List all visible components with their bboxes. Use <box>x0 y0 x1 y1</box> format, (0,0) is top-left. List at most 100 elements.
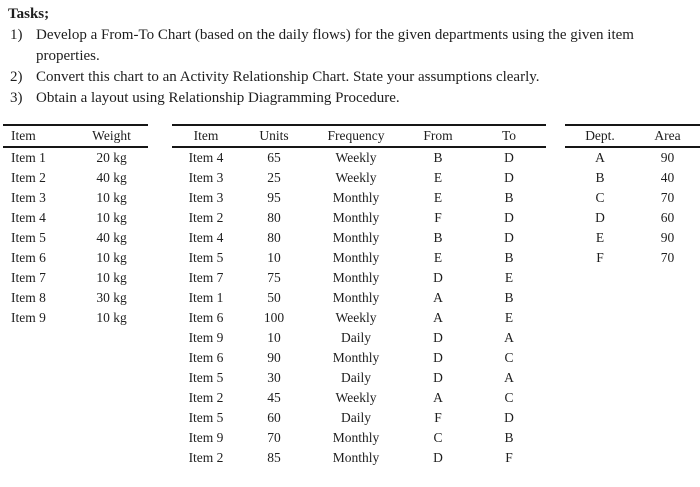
table-cell: Item 5 <box>188 410 224 425</box>
table-row: Item 4 80 Monthly B D <box>172 228 546 248</box>
dept-table-header: Dept. Area <box>565 125 700 148</box>
table-cell: Item 2 <box>188 210 224 225</box>
table-row: Item 2 45 Weekly A C <box>172 388 546 408</box>
column-header: Area <box>635 125 700 148</box>
table-cell: E <box>504 270 514 285</box>
table-cell: 80 <box>267 210 281 225</box>
table-cell: 80 <box>267 230 281 245</box>
table-cell: 10 kg <box>96 210 127 225</box>
table-row: Item 2 80 Monthly F D <box>172 208 546 228</box>
table-cell: D <box>504 410 514 425</box>
table-row: Item 1 20 kg <box>3 147 148 168</box>
table-cell: Item 3 <box>11 190 46 205</box>
table-row: Item 5 30 Daily D A <box>172 368 546 388</box>
flows-table: Item Units Frequency From To Item 4 65 Wee… <box>172 124 546 468</box>
table-cell: Monthly <box>332 190 380 205</box>
table-row: Item 6 100 Weekly A E <box>172 308 546 328</box>
header-row: Item Units Frequency From To <box>172 125 546 148</box>
table-cell: B <box>433 150 443 165</box>
table-cell: A <box>595 150 605 165</box>
table-cell: D <box>504 230 514 245</box>
table-cell: 40 kg <box>96 170 127 185</box>
table-cell: Item 4 <box>188 230 224 245</box>
weight-table-body: Item 1 20 kg Item 2 40 kg Item 3 10 kg Item 4 1… <box>3 147 148 328</box>
table-cell: 75 <box>267 270 281 285</box>
table-cell: E <box>595 230 605 245</box>
task-text: Obtain a layout using Relationship Diagr… <box>36 90 400 106</box>
table-cell: Item 7 <box>11 270 46 285</box>
table-cell: 65 <box>267 150 281 165</box>
table-row: Item 6 90 Monthly D C <box>172 348 546 368</box>
table-cell: Item 8 <box>11 290 46 305</box>
table-cell: Item 2 <box>11 170 46 185</box>
table-cell: 10 kg <box>96 270 127 285</box>
table-cell: 90 <box>267 350 281 365</box>
table-cell: D <box>504 170 514 185</box>
table-cell: D <box>595 210 605 225</box>
table-cell: A <box>504 370 514 385</box>
table-cell: Item 1 <box>188 290 224 305</box>
task-item-2: 2) Convert this chart to an Activity Rel… <box>8 67 692 88</box>
header-row: Dept. Area <box>565 125 700 148</box>
table-cell: Monthly <box>332 450 380 465</box>
table-cell: E <box>433 170 443 185</box>
task-item-3: 3) Obtain a layout using Relationship Di… <box>8 88 692 109</box>
table-cell: Item 6 <box>11 250 46 265</box>
column-header: Units <box>240 125 308 148</box>
table-cell: C <box>504 350 514 365</box>
dept-table-body: A 90 B 40 C 70 D 60 E 90 F 70 <box>565 147 700 268</box>
table-cell: D <box>504 150 514 165</box>
task-number: 2) <box>10 69 23 85</box>
table-cell: D <box>433 450 443 465</box>
table-cell: E <box>504 310 514 325</box>
table-cell: Item 6 <box>188 350 224 365</box>
table-cell: Monthly <box>332 270 380 285</box>
task-number: 1) <box>10 27 23 43</box>
table-row: E 90 <box>565 228 700 248</box>
table-cell: C <box>504 390 514 405</box>
table-row: Item 2 40 kg <box>3 168 148 188</box>
table-cell: 45 <box>267 390 281 405</box>
table-cell: Item 9 <box>11 310 46 325</box>
table-cell: Item 9 <box>188 430 224 445</box>
table-cell: Monthly <box>332 290 380 305</box>
table-row: Item 4 10 kg <box>3 208 148 228</box>
table-cell: F <box>434 410 442 425</box>
table-row: Item 3 25 Weekly E D <box>172 168 546 188</box>
table-cell: Item 3 <box>188 170 224 185</box>
table-cell: 70 <box>660 250 675 265</box>
flows-table-header: Item Units Frequency From To <box>172 125 546 148</box>
table-cell: D <box>504 210 514 225</box>
table-row: D 60 <box>565 208 700 228</box>
table-row: Item 7 10 kg <box>3 268 148 288</box>
table-cell: 30 <box>267 370 281 385</box>
task-item-1: 1) Develop a From-To Chart (based on the… <box>8 25 692 67</box>
table-cell: 10 kg <box>96 310 127 325</box>
table-cell: Weekly <box>335 390 377 405</box>
table-cell: 20 kg <box>96 150 127 165</box>
table-row: Item 2 85 Monthly D F <box>172 448 546 468</box>
table-cell: Item 3 <box>188 190 224 205</box>
table-cell: D <box>433 270 443 285</box>
table-cell: 10 <box>267 330 281 345</box>
table-row: Item 8 30 kg <box>3 288 148 308</box>
table-cell: 50 <box>267 290 281 305</box>
column-header: Frequency <box>308 125 404 148</box>
table-cell: 90 <box>660 150 675 165</box>
table-cell: 30 kg <box>96 290 127 305</box>
table-row: Item 5 60 Daily F D <box>172 408 546 428</box>
table-cell: 60 <box>660 210 675 225</box>
flows-table-body: Item 4 65 Weekly B D Item 3 25 Weekly E D Item 3 95… <box>172 147 546 468</box>
column-header: Dept. <box>565 125 635 148</box>
table-row: Item 5 10 Monthly E B <box>172 248 546 268</box>
table-cell: 70 <box>660 190 675 205</box>
table-cell: F <box>434 210 442 225</box>
table-cell: B <box>504 290 514 305</box>
table-cell: Monthly <box>332 210 380 225</box>
table-cell: B <box>504 250 514 265</box>
table-cell: A <box>433 390 443 405</box>
table-cell: Daily <box>341 410 371 425</box>
table-cell: Item 1 <box>11 150 46 165</box>
column-header: From <box>404 125 472 148</box>
